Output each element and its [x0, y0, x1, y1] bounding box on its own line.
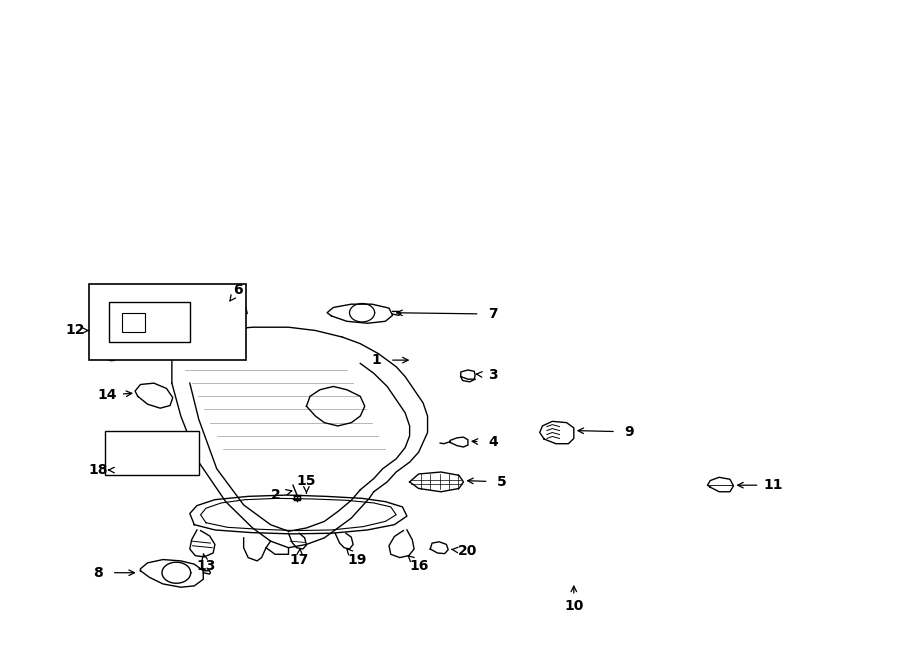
Text: 20: 20	[458, 544, 478, 558]
Text: 11: 11	[763, 478, 783, 492]
Bar	[89, 284, 247, 360]
Text: 4: 4	[488, 436, 498, 449]
Text: 19: 19	[347, 553, 366, 566]
Text: 10: 10	[564, 599, 583, 613]
Text: 9: 9	[625, 425, 634, 439]
Text: 18: 18	[88, 463, 108, 477]
Bar	[122, 313, 145, 332]
Bar	[104, 430, 199, 475]
Text: 1: 1	[372, 353, 382, 367]
Text: 14: 14	[97, 388, 117, 402]
Text: 16: 16	[410, 559, 429, 573]
Text: 5: 5	[497, 475, 507, 489]
Text: 15: 15	[297, 473, 316, 488]
Text: 8: 8	[94, 566, 104, 580]
Bar	[109, 302, 190, 342]
Text: 12: 12	[65, 323, 85, 338]
Text: 3: 3	[489, 368, 498, 382]
Text: 7: 7	[489, 307, 498, 321]
Text: 13: 13	[196, 559, 216, 573]
Text: 17: 17	[290, 553, 309, 566]
Text: 2: 2	[271, 488, 281, 502]
Text: 6: 6	[233, 283, 243, 297]
